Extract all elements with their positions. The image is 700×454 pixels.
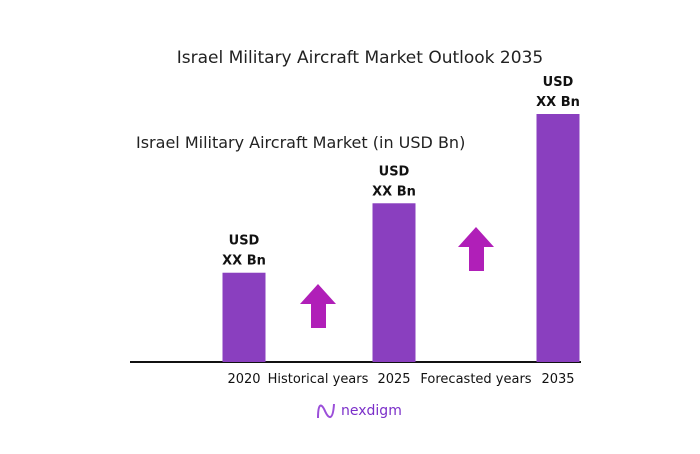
x-tick-label: 2025 xyxy=(377,372,410,387)
logo-icon xyxy=(317,403,335,419)
data-label-2020: XX Bn xyxy=(222,254,266,269)
x-tick-label: 2020 xyxy=(227,372,260,387)
logo-text: nexdigm xyxy=(341,403,402,419)
nexdigm-logo: nexdigm xyxy=(315,400,402,422)
data-label-2025: USD xyxy=(379,164,410,179)
period-label: Historical years xyxy=(268,372,369,387)
growth-arrow-icon xyxy=(300,284,336,328)
chart-subtitle: Israel Military Aircraft Market (in USD … xyxy=(136,133,466,152)
chart-title: Israel Military Aircraft Market Outlook … xyxy=(176,48,544,68)
data-label-2025: XX Bn xyxy=(372,184,416,199)
bar-2025 xyxy=(372,203,416,362)
data-label-2035: USD xyxy=(543,75,574,90)
data-label-2035: XX Bn xyxy=(536,95,580,110)
bar-2020 xyxy=(222,272,266,362)
data-label-2020: USD xyxy=(229,234,260,249)
period-label: Forecasted years xyxy=(420,372,531,387)
x-tick-label: 2035 xyxy=(541,372,574,387)
bar-2035 xyxy=(536,114,580,362)
growth-arrow-icon xyxy=(458,227,494,271)
